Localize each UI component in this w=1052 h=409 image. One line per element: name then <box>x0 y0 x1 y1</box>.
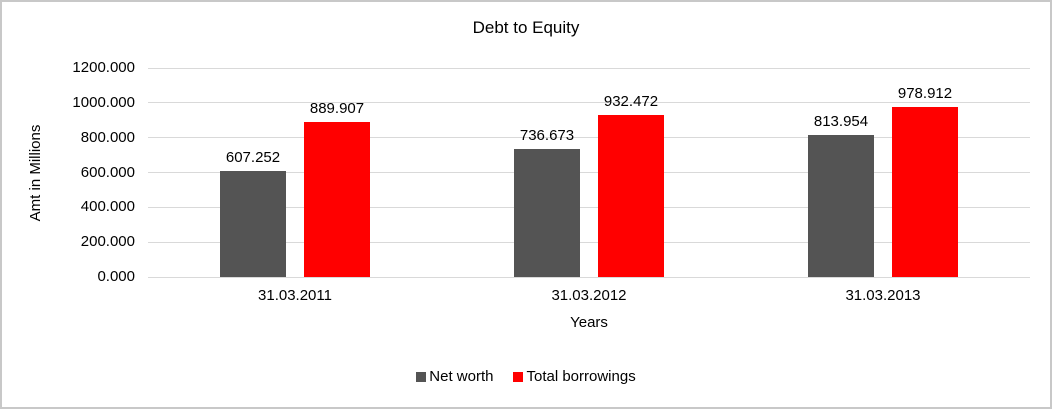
x-tick-label: 31.03.2012 <box>551 287 627 304</box>
y-tick-label: 0.000 <box>97 268 135 285</box>
bar-net-worth <box>514 148 580 277</box>
data-label: 889.907 <box>309 100 365 118</box>
chart-title: Debt to Equity <box>472 18 580 37</box>
y-tick-label: 800.000 <box>80 128 135 146</box>
gridline <box>148 172 1030 173</box>
y-tick-label: 600.000 <box>80 163 135 181</box>
bar-total-borrowings <box>892 106 958 277</box>
chart-legend: Net worth Total borrowings <box>2 368 1050 386</box>
y-tick-label: 1000.000 <box>72 93 135 111</box>
legend-marker-icon <box>416 372 427 382</box>
x-axis-title: Years <box>570 314 608 331</box>
y-tick-label: 200.000 <box>80 233 135 251</box>
legend-marker-icon <box>513 372 524 382</box>
data-label: 978.912 <box>897 84 953 102</box>
gridline <box>148 102 1030 104</box>
x-tick-label: 31.03.2013 <box>845 287 921 304</box>
bar-total-borrowings <box>598 114 664 277</box>
x-tick-label: 31.03.2011 <box>258 287 332 304</box>
bar-net-worth <box>808 135 874 277</box>
bar-net-worth <box>220 171 286 277</box>
data-label: 932.472 <box>603 92 659 110</box>
data-label: 607.252 <box>225 149 281 167</box>
x-axis-line <box>148 276 1030 278</box>
plot-area: 607.252 889.907 736.673 932.472 813.954 978.9… <box>148 67 1030 278</box>
gridline <box>148 67 1030 69</box>
y-tick-label: 1200.000 <box>72 59 135 76</box>
gridline <box>148 137 1030 139</box>
gridline <box>148 241 1030 243</box>
legend-item-total-borrowings: Total borrowings <box>513 368 636 386</box>
gridline <box>148 206 1030 208</box>
y-tick-label: 400.000 <box>80 198 135 216</box>
legend-item-net-worth: Net worth <box>416 368 493 386</box>
legend-label: Net worth <box>429 368 494 385</box>
legend-label: Total borrowings <box>526 368 636 385</box>
data-label: 813.954 <box>813 113 869 131</box>
data-label: 736.673 <box>519 126 575 144</box>
bar-total-borrowings <box>304 122 370 277</box>
